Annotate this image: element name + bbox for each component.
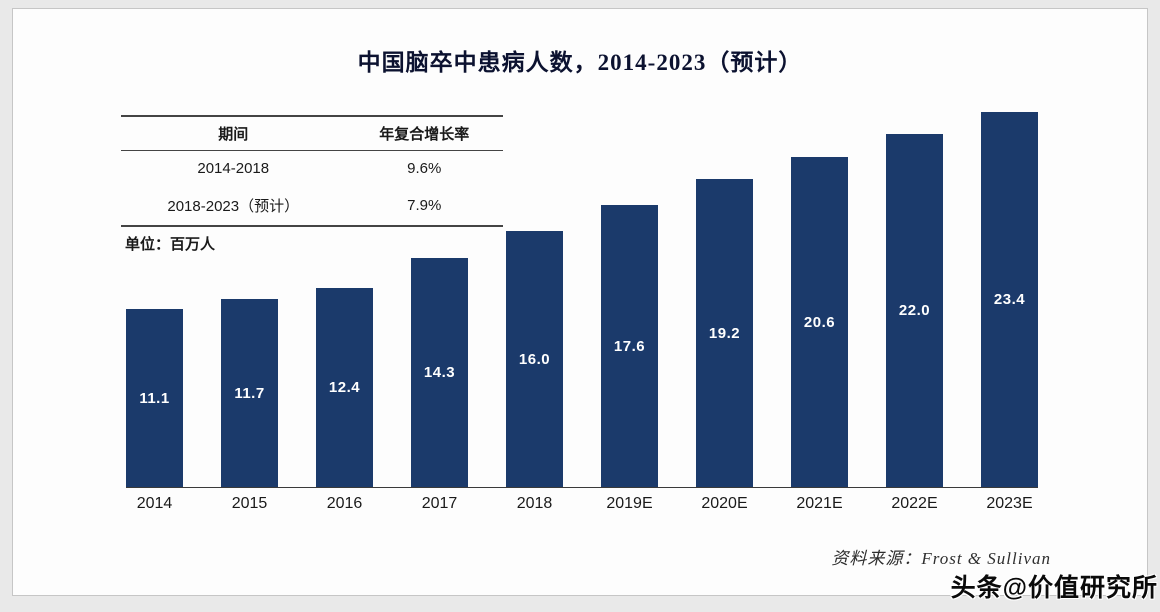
cagr-table-header-period: 期间: [121, 115, 346, 151]
bar-value-label: 20.6: [803, 313, 836, 331]
x-axis-labels: 2014 2015 2016 2017 2018 2019E 2020E 2021E 2022E…: [126, 495, 1038, 513]
cagr-rate-cell: 9.6%: [407, 160, 442, 177]
x-tick-label: 2014: [136, 495, 173, 512]
x-tick-label: 2020E: [701, 495, 748, 512]
source-note: 资料来源：Frost & Sullivan: [831, 549, 1051, 568]
bar: 11.1: [126, 309, 183, 487]
x-tick-label: 2016: [326, 495, 363, 512]
bar: 22.0: [886, 134, 943, 487]
bar: 20.6: [791, 157, 848, 487]
cagr-table-header-row: 期间 年复合增长率: [121, 115, 503, 151]
cagr-table: 期间 年复合增长率 2014-2018 9.6% 2018-2023（预计） 7…: [121, 115, 503, 227]
bar-value-label: 11.7: [234, 384, 265, 402]
chart-title: 中国脑卒中患病人数，2014-2023（预计）: [357, 50, 803, 75]
x-tick-label: 2022E: [891, 495, 938, 512]
bar-value-label: 11.1: [139, 389, 170, 407]
bar: 11.7: [221, 299, 278, 487]
bar: 14.3: [411, 258, 468, 487]
bar: 19.2: [696, 179, 753, 487]
x-tick-label: 2018: [516, 495, 553, 512]
bar: 17.6: [601, 205, 658, 487]
x-tick-label: 2019E: [606, 495, 653, 512]
bar: 12.4: [316, 288, 373, 487]
cagr-period-cell: 2014-2018: [197, 160, 270, 177]
x-tick-label: 2015: [231, 495, 268, 512]
watermark: 头条@价值研究所: [950, 574, 1158, 602]
x-tick-label: 2021E: [796, 495, 843, 512]
bar: 16.0: [506, 231, 563, 487]
cagr-table-header-rate: 年复合增长率: [345, 115, 503, 151]
bar-value-label: 17.6: [613, 337, 646, 355]
cagr-table-row: 2018-2023（预计） 7.9%: [121, 186, 503, 227]
x-tick-label: 2023E: [986, 495, 1033, 512]
cagr-period-cell: 2018-2023（预计）: [121, 186, 346, 227]
bar-value-label: 16.0: [518, 350, 551, 368]
bar-value-label: 14.3: [423, 364, 456, 381]
bar-value-label: 23.4: [993, 291, 1026, 308]
chart-area: 11.1 11.7 12.4 14.3 16.0 17.6 19.2 20.6 22.0 23.4: [126, 109, 1038, 488]
x-tick-label: 2017: [421, 495, 458, 512]
bar-value-label: 12.4: [328, 379, 361, 396]
cagr-table-row: 2014-2018 9.6%: [121, 151, 503, 187]
unit-label: 单位：百万人: [125, 236, 216, 253]
cagr-rate-cell: 7.9%: [345, 186, 503, 227]
bar-value-label: 19.2: [708, 324, 741, 342]
bar: 23.4: [981, 112, 1038, 487]
chart-panel: 中国脑卒中患病人数，2014-2023（预计） 期间 年复合增长率 2014-2…: [12, 8, 1148, 596]
bar-value-label: 22.0: [898, 302, 931, 319]
